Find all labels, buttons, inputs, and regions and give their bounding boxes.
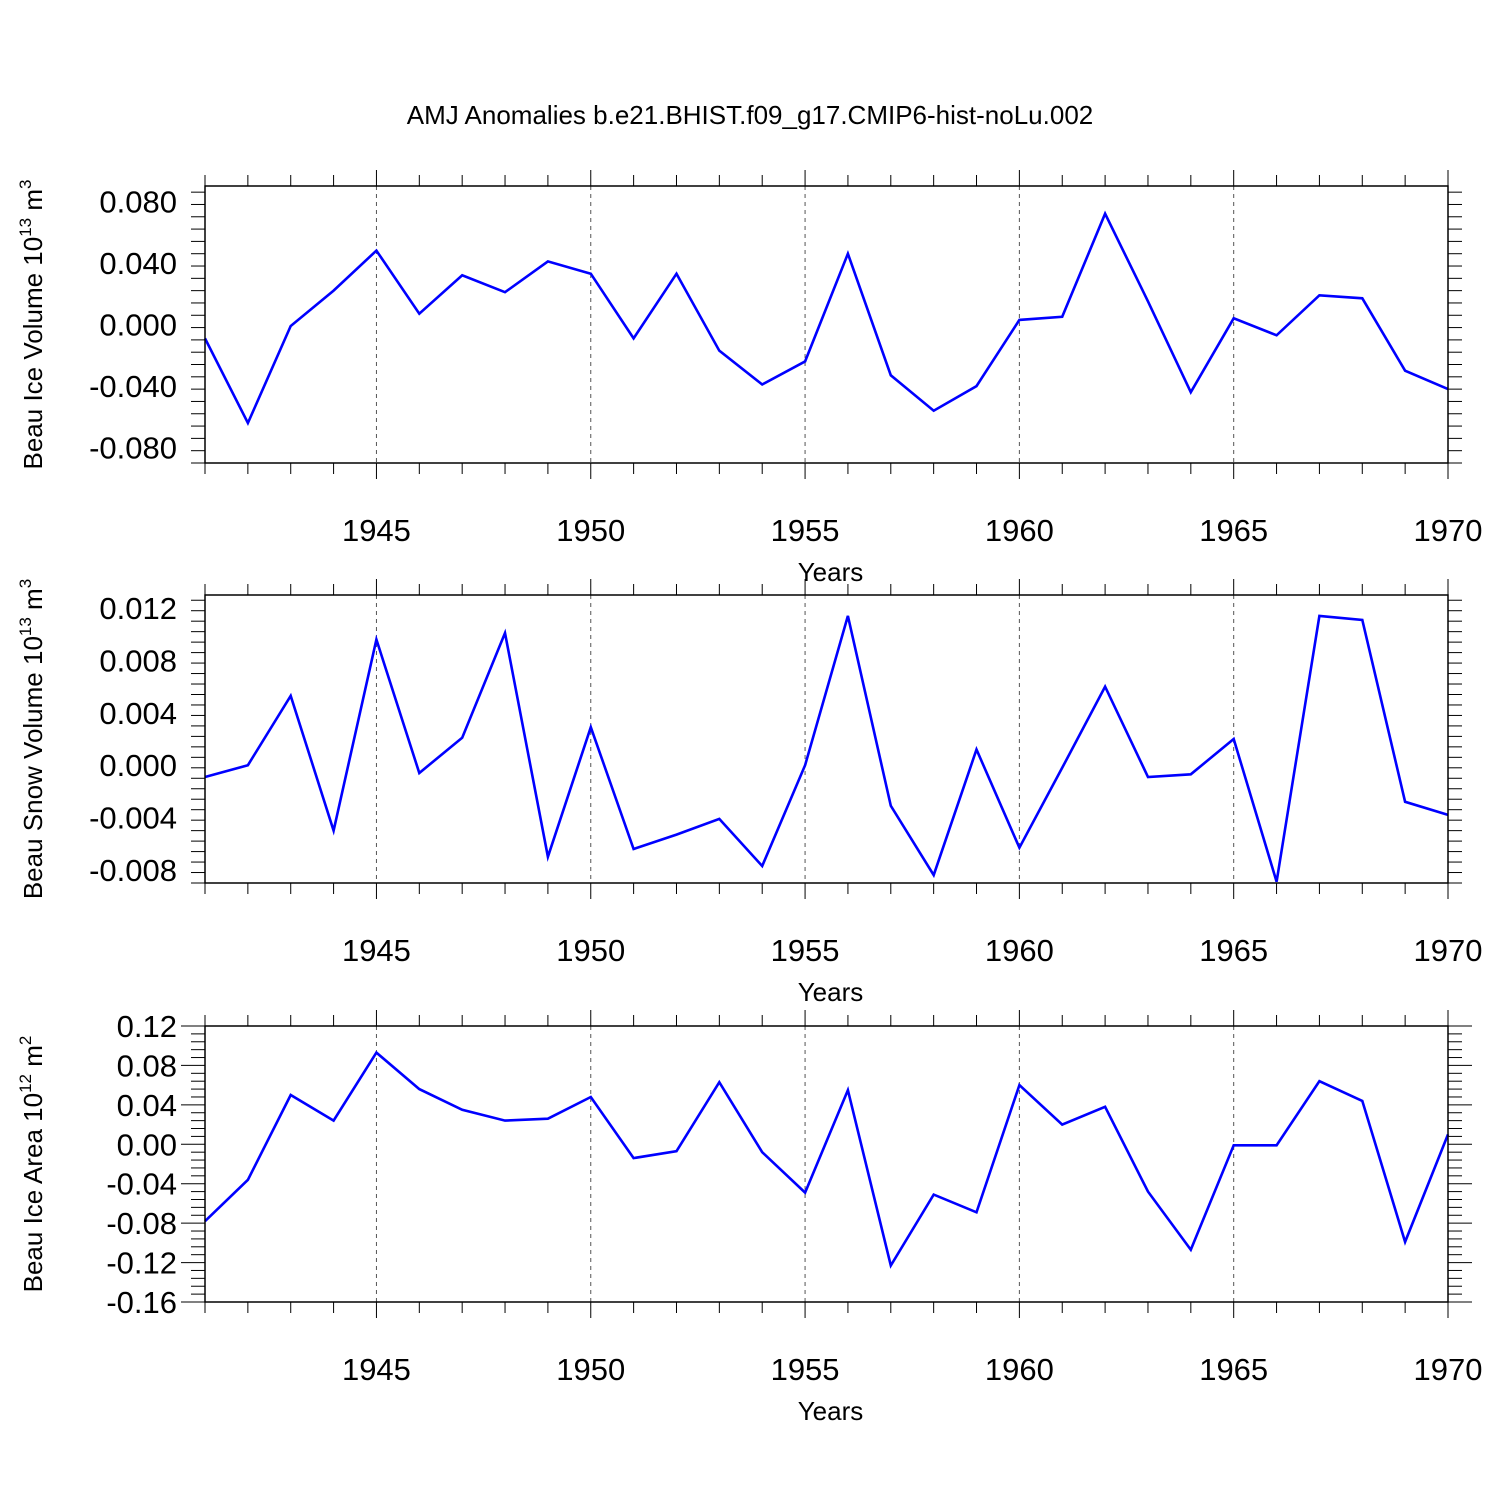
y-tick-label: -0.04: [106, 1167, 177, 1202]
x-tick-label: 1970: [1414, 1352, 1483, 1387]
y-tick-label: 0.04: [117, 1088, 177, 1123]
series-line: [203, 210, 1449, 427]
y-tick-label: -0.12: [106, 1246, 177, 1281]
x-tick-label: 1970: [1414, 933, 1483, 968]
y-tick-label: 0.12: [117, 1009, 177, 1044]
x-tick-label: 1955: [771, 1352, 840, 1387]
x-tick-label: 1965: [1199, 933, 1268, 968]
y-tick-label: 0.008: [99, 643, 177, 678]
y-tick-label: 0.08: [117, 1048, 177, 1083]
x-axis-label: Years: [798, 977, 864, 1007]
x-tick-label: 1950: [556, 933, 625, 968]
chart-panels: -0.080 -0.040 0.000 0.040 0.080 1945 1950 1955 1…: [16, 170, 1482, 1426]
y-tick-label: 0.000: [99, 748, 177, 783]
plot-frame: [204, 185, 1449, 464]
x-tick-label: 1960: [985, 513, 1054, 548]
y-tick-label: -0.004: [89, 801, 177, 836]
x-tick-label: 1950: [556, 513, 625, 548]
y-tick-label: 0.00: [117, 1127, 177, 1162]
chart-panel-2: -0.008 -0.004 0.000 0.004 0.008 0.012 1945 1950…: [16, 579, 1482, 1007]
y-tick-label: 0.004: [99, 696, 177, 731]
y-axis-label: Beau Ice Volume 1013 m3: [16, 180, 48, 470]
chart-panel-3: -0.16 -0.12 -0.08 -0.04 0.00 0.04 0.08 0.12 1945…: [16, 1009, 1482, 1426]
y-tick-label: 0.012: [99, 591, 177, 626]
y-tick-label: 0.040: [99, 246, 177, 281]
y-tick-label: -0.08: [106, 1206, 177, 1241]
x-tick-label: 1945: [342, 513, 411, 548]
x-tick-label: 1945: [342, 933, 411, 968]
x-tick-label: 1960: [985, 1352, 1054, 1387]
y-tick-label: -0.080: [89, 431, 177, 466]
x-tick-label: 1970: [1414, 513, 1483, 548]
x-tick-label: 1955: [771, 933, 840, 968]
x-axis-label: Years: [798, 1396, 864, 1426]
x-axis-label: Years: [798, 557, 864, 587]
y-tick-label: 0.000: [99, 308, 177, 343]
y-axis-label: Beau Ice Area 1012 m2: [16, 1036, 48, 1293]
series-line: [204, 614, 1449, 883]
chart-panel-1: -0.080 -0.040 0.000 0.040 0.080 1945 1950 1955 1…: [16, 170, 1482, 587]
plot-frame: [204, 1025, 1449, 1303]
x-tick-label: 1965: [1199, 1352, 1268, 1387]
x-tick-label: 1955: [771, 513, 840, 548]
chart-title: AMJ Anomalies b.e21.BHIST.f09_g17.CMIP6-…: [407, 100, 1094, 130]
y-axis-label: Beau Snow Volume 1013 m3: [16, 579, 48, 899]
y-tick-label: 0.080: [99, 184, 177, 219]
plot-frame: [204, 594, 1449, 884]
x-tick-label: 1950: [556, 1352, 625, 1387]
y-tick-label: -0.008: [89, 853, 177, 888]
x-tick-label: 1960: [985, 933, 1054, 968]
y-tick-label: -0.16: [106, 1285, 177, 1320]
x-tick-label: 1945: [342, 1352, 411, 1387]
x-tick-label: 1965: [1199, 513, 1268, 548]
series-line: [204, 1050, 1450, 1269]
y-tick-label: -0.040: [89, 369, 177, 404]
